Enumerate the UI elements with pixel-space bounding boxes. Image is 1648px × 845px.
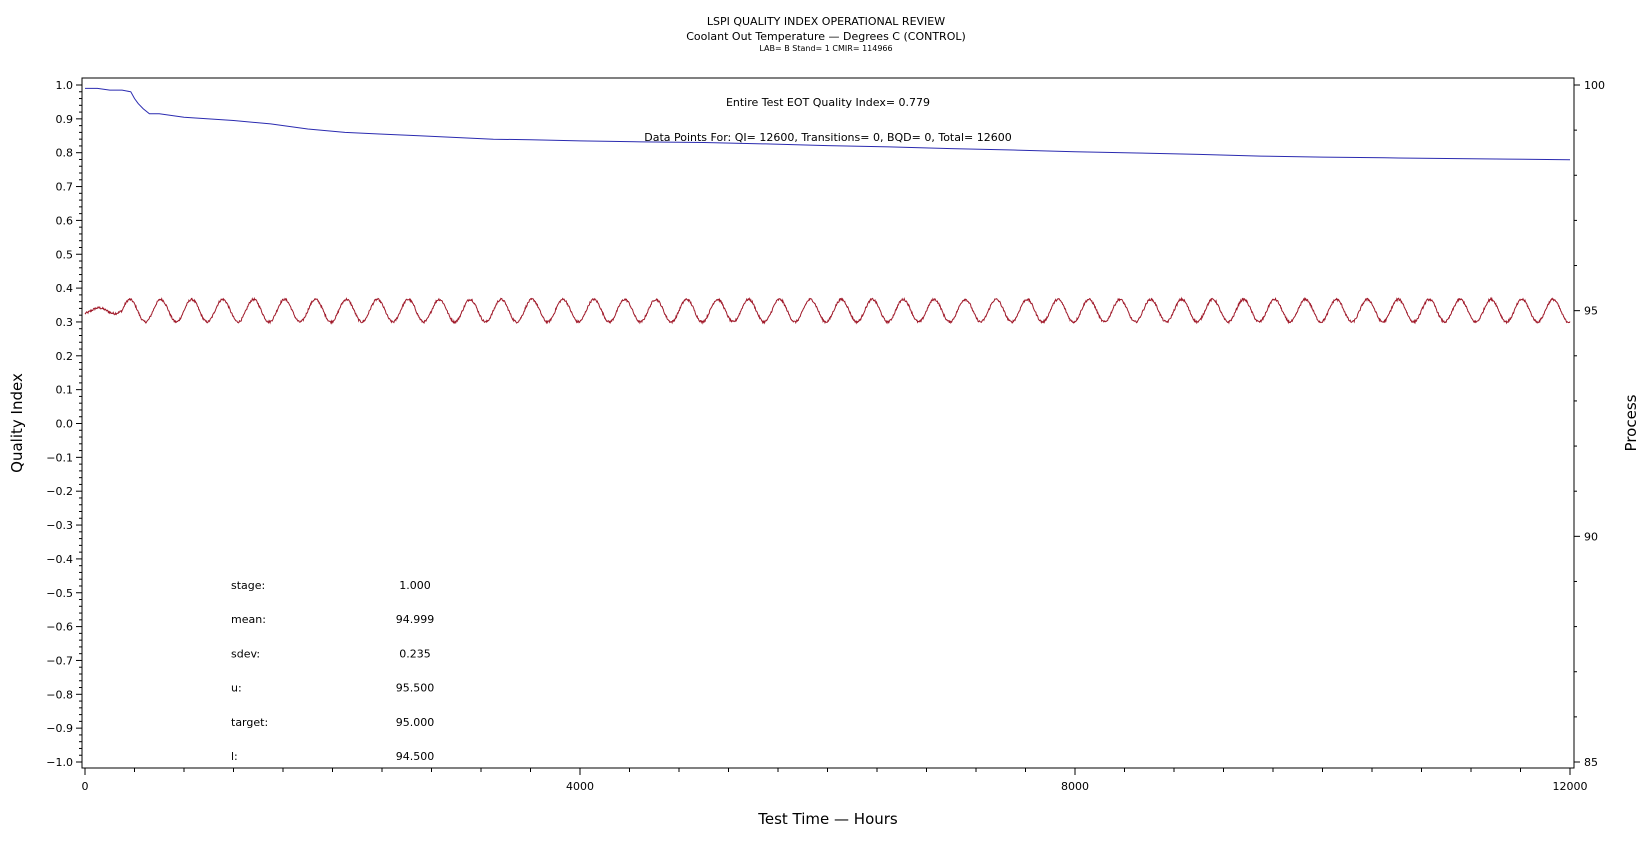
y-tick-label: −0.3 bbox=[46, 519, 73, 532]
y-tick-label: −0.1 bbox=[46, 451, 73, 464]
y2-tick-label: 90 bbox=[1584, 530, 1598, 543]
y-tick-label: 1.0 bbox=[56, 79, 74, 92]
y-tick-label: −0.2 bbox=[46, 485, 73, 498]
y-tick-label: −0.6 bbox=[46, 621, 73, 634]
stat-value: 94.999 bbox=[396, 613, 435, 626]
y-tick-label: 0.1 bbox=[56, 384, 74, 397]
chart-subtitle: Coolant Out Temperature — Degrees C (CON… bbox=[686, 30, 966, 43]
y-tick-label: −0.8 bbox=[46, 688, 73, 701]
quality-index-annotation: Entire Test EOT Quality Index= 0.779 bbox=[726, 96, 930, 109]
data-points-annotation: Data Points For: QI= 12600, Transitions=… bbox=[644, 131, 1012, 144]
y-tick-label: 0.3 bbox=[56, 316, 74, 329]
stats-block: stage: 1.000 mean: 94.999 sdev: 0.235 u: 95.500… bbox=[231, 579, 434, 763]
y2-axis-ticks: 100 95 90 85 bbox=[1574, 79, 1605, 769]
stat-label: mean: bbox=[231, 613, 266, 626]
y-tick-label: 0.9 bbox=[56, 113, 74, 126]
x-tick-label: 8000 bbox=[1061, 780, 1089, 793]
stat-value: 95.000 bbox=[396, 716, 435, 729]
stat-label: target: bbox=[231, 716, 268, 729]
y-tick-label: 0.5 bbox=[56, 248, 74, 261]
y-tick-label: 0.8 bbox=[56, 147, 74, 160]
y2-tick-label: 85 bbox=[1584, 756, 1598, 769]
stat-label: sdev: bbox=[231, 647, 260, 660]
y-axis-ticks: 1.0 0.9 0.8 0.7 0.6 0.5 0.4 0.3 0.2 0.1 0.0 −0.1 −0.… bbox=[46, 79, 82, 769]
stat-value: 94.500 bbox=[396, 750, 435, 763]
y-tick-label: −1.0 bbox=[46, 756, 73, 769]
series-quality-index-line bbox=[85, 87, 1571, 161]
y2-tick-label: 95 bbox=[1584, 305, 1598, 318]
y-tick-label: −0.5 bbox=[46, 587, 73, 600]
stat-value: 0.235 bbox=[399, 647, 431, 660]
y-tick-label: 0.2 bbox=[56, 350, 74, 363]
y-tick-label: 0.4 bbox=[56, 282, 74, 295]
series-process-line bbox=[84, 296, 1571, 325]
y-axis-label: Quality Index bbox=[8, 373, 26, 473]
chart-subtitle-2: LAB= B Stand= 1 CMIR= 114966 bbox=[759, 44, 892, 53]
x-tick-label: 0 bbox=[82, 780, 89, 793]
y-tick-label: −0.4 bbox=[46, 553, 73, 566]
y-tick-label: −0.7 bbox=[46, 654, 73, 667]
plot-frame bbox=[81, 77, 1575, 769]
y-tick-label: 0.0 bbox=[56, 418, 74, 431]
y2-axis-label: Process bbox=[1622, 394, 1640, 451]
y-tick-label: −0.9 bbox=[46, 722, 73, 735]
chart-title: LSPI QUALITY INDEX OPERATIONAL REVIEW bbox=[707, 15, 945, 28]
stat-value: 95.500 bbox=[396, 682, 435, 695]
x-tick-label: 4000 bbox=[566, 780, 594, 793]
x-tick-label: 12000 bbox=[1553, 780, 1588, 793]
y-tick-label: 0.6 bbox=[56, 214, 74, 227]
y2-tick-label: 100 bbox=[1584, 79, 1605, 92]
stat-label: stage: bbox=[231, 579, 265, 592]
x-axis-ticks: 0 4000 8000 12000 bbox=[82, 768, 1588, 793]
stat-label: l: bbox=[231, 750, 238, 763]
x-axis-label: Test Time — Hours bbox=[757, 810, 898, 828]
y-tick-label: 0.7 bbox=[56, 181, 74, 194]
stat-label: u: bbox=[231, 682, 242, 695]
stat-value: 1.000 bbox=[399, 579, 431, 592]
